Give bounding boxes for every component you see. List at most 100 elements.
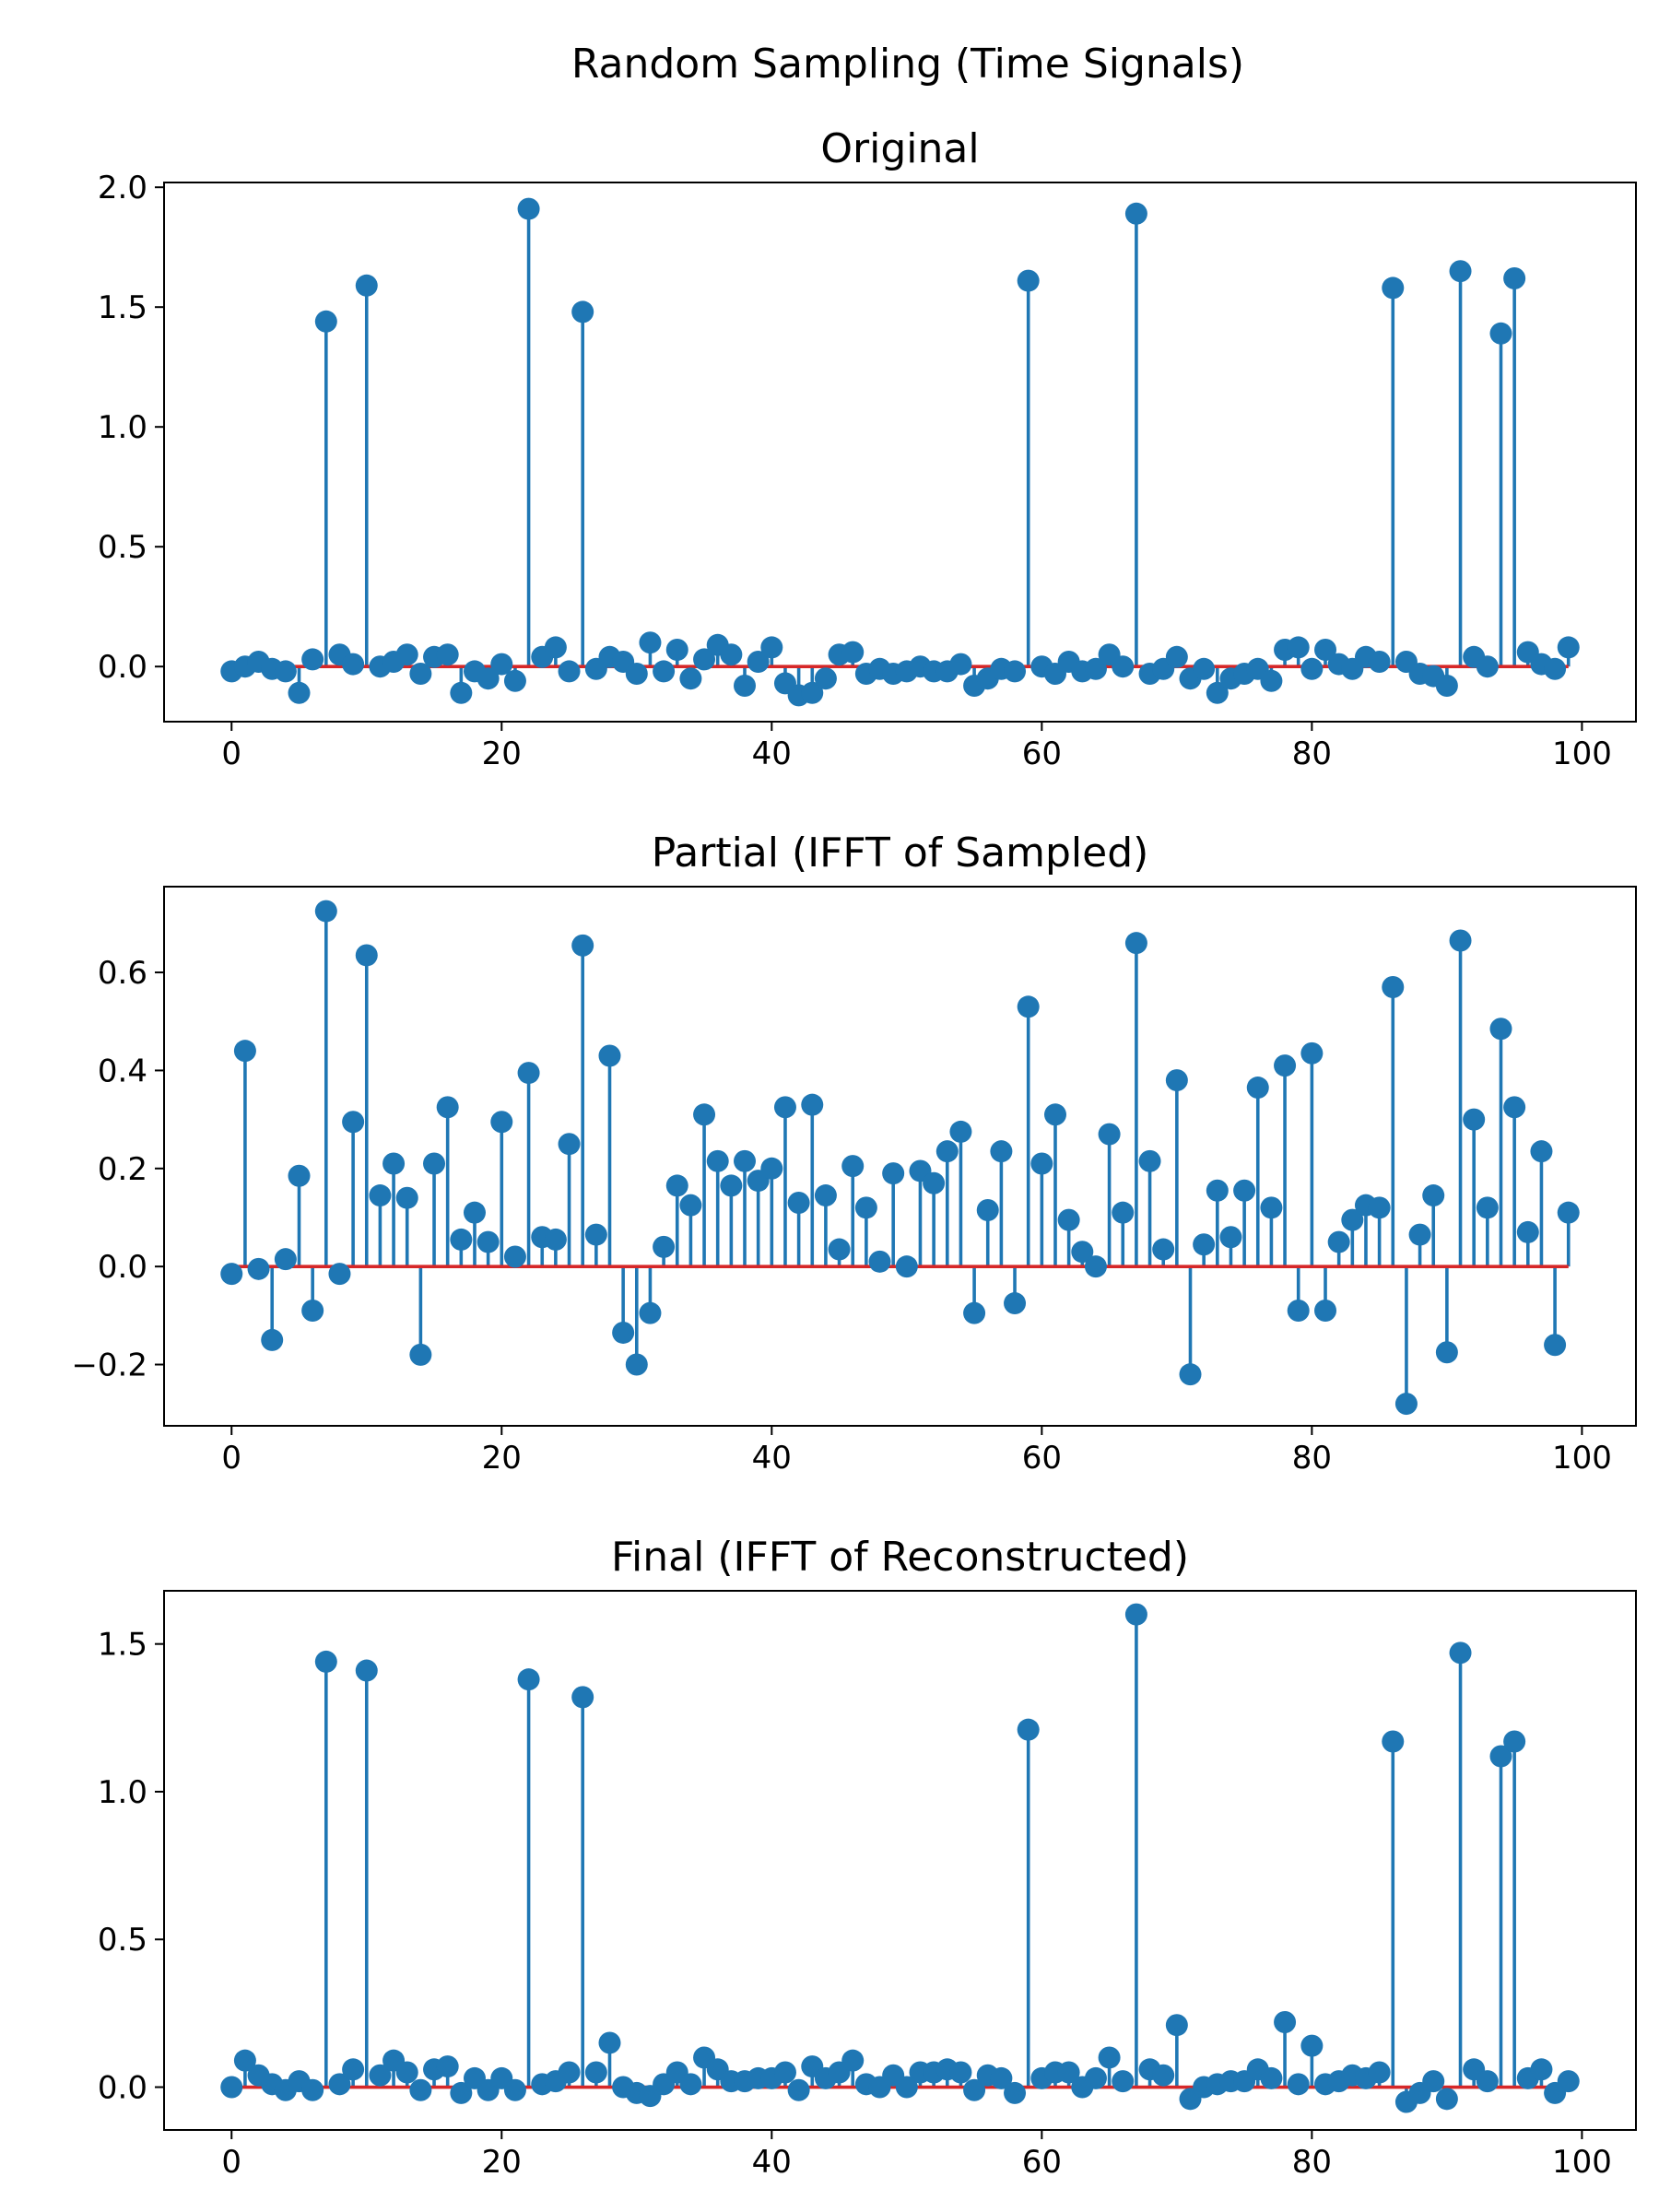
stem-marker: [558, 2061, 581, 2084]
stem-marker: [693, 1103, 716, 1126]
stem-marker: [1544, 657, 1567, 680]
stem-marker: [1408, 1223, 1431, 1246]
stem-marker: [1382, 276, 1405, 300]
stem-marker: [963, 1301, 986, 1324]
stem-marker: [1179, 1363, 1202, 1386]
stem-marker: [841, 641, 865, 664]
stem-marker: [1084, 2066, 1107, 2089]
x-tick-label: 40: [752, 2144, 792, 2181]
stem-marker: [220, 1263, 243, 1286]
stem-marker: [1152, 2064, 1175, 2087]
stem-marker: [949, 2061, 972, 2084]
stem-marker: [653, 1235, 676, 1258]
stem-marker: [342, 653, 365, 676]
stem-marker: [990, 2066, 1013, 2089]
stem-marker: [706, 1149, 729, 1172]
stem-marker: [1165, 2014, 1188, 2037]
stem-marker: [1043, 1103, 1066, 1126]
stem-marker: [369, 1184, 392, 1207]
stem-marker: [801, 1093, 824, 1116]
stem-marker: [1314, 639, 1337, 661]
y-tick-label: 0.6: [98, 955, 147, 992]
stem-marker: [801, 681, 824, 704]
stem-marker: [1327, 1230, 1350, 1253]
stem-marker: [382, 1152, 406, 1175]
stem-marker: [517, 1062, 540, 1085]
stem-marker: [247, 1257, 270, 1280]
stem-marker: [1476, 1196, 1499, 1219]
subplot-1: Original 0 20 40 60 80 100 0.0 0.5 1.0 1.5 2.0: [98, 125, 1637, 772]
stem-marker: [1124, 1603, 1147, 1626]
stem-marker: [734, 675, 757, 697]
subplot-title: Partial (IFFT of Sampled): [652, 830, 1149, 877]
stem-marker: [639, 1301, 662, 1324]
stem-marker: [1004, 2081, 1027, 2104]
axes-frame: [163, 182, 1637, 723]
stem-marker: [841, 2049, 865, 2072]
stem-marker: [1274, 2011, 1297, 2033]
stem-marker: [773, 2061, 796, 2084]
stem-marker: [1071, 1241, 1094, 1264]
stem-marker: [1314, 1300, 1337, 1323]
x-tick-label: 20: [482, 1440, 522, 1477]
subplot-title: Final (IFFT of Reconstructed): [611, 1534, 1189, 1581]
stem-marker: [450, 1228, 473, 1251]
stem-marker: [503, 2078, 526, 2101]
x-tick-label: 100: [1552, 2144, 1612, 2181]
stem-marker: [1193, 657, 1216, 680]
stem-marker: [679, 667, 702, 690]
stem-marker: [734, 1149, 757, 1172]
stem-marker: [1449, 1641, 1472, 1665]
stem-marker: [1476, 655, 1499, 678]
stem-marker: [301, 1300, 324, 1323]
stem-marker: [328, 2073, 351, 2096]
stem-marker: [814, 1184, 837, 1207]
stem-marker: [1124, 202, 1147, 225]
stem-marker: [503, 669, 526, 692]
stem-marker: [828, 1238, 851, 1261]
stem-marker: [544, 1228, 567, 1251]
stem-marker: [1098, 1123, 1121, 1146]
stem-marker: [288, 1164, 311, 1187]
stem-marker: [571, 300, 594, 324]
x-tick-label: 0: [221, 1440, 241, 1477]
x-tick-label: 60: [1022, 2144, 1062, 2181]
y-tick-label: 0.0: [98, 1249, 147, 1286]
stem-marker: [612, 1321, 635, 1344]
stem-marker: [301, 2078, 324, 2101]
stem-marker: [1057, 2061, 1080, 2084]
figure-title: Random Sampling (Time Signals): [571, 41, 1244, 88]
axes-frame: [163, 886, 1637, 1427]
stem-marker: [274, 1248, 297, 1271]
stem-marker: [314, 900, 337, 923]
stem-marker: [1544, 1334, 1567, 1357]
stem-marker: [665, 1174, 688, 1197]
stem-marker: [517, 1668, 540, 1691]
stem-marker: [1287, 2073, 1310, 2096]
stem-marker: [450, 681, 473, 704]
stem-marker: [463, 1201, 486, 1224]
x-tick-label: 60: [1022, 735, 1062, 772]
stem-marker: [1530, 2058, 1553, 2081]
stem-marker: [625, 663, 648, 685]
stem-marker: [1503, 267, 1526, 289]
stem-marker: [558, 660, 581, 683]
stem-marker: [355, 274, 378, 297]
stem-marker: [1274, 1054, 1297, 1077]
y-tick-label: −0.2: [71, 1347, 147, 1384]
y-tick-label: 1.5: [98, 289, 147, 326]
stem-marker: [949, 653, 972, 676]
stem-marker: [720, 643, 743, 666]
stem-marker: [625, 1353, 648, 1376]
stem-marker: [1463, 1108, 1486, 1131]
y-tick-label: 0.5: [98, 1922, 147, 1959]
stem-marker: [1489, 322, 1512, 345]
stem-marker: [760, 636, 783, 659]
y-tick-label: 2.0: [98, 170, 147, 206]
stem-marker: [477, 667, 500, 690]
stem-marker: [639, 631, 662, 654]
stem-marker: [598, 2031, 621, 2054]
stem-marker: [1165, 1069, 1188, 1092]
x-tick-label: 80: [1292, 2144, 1332, 2181]
